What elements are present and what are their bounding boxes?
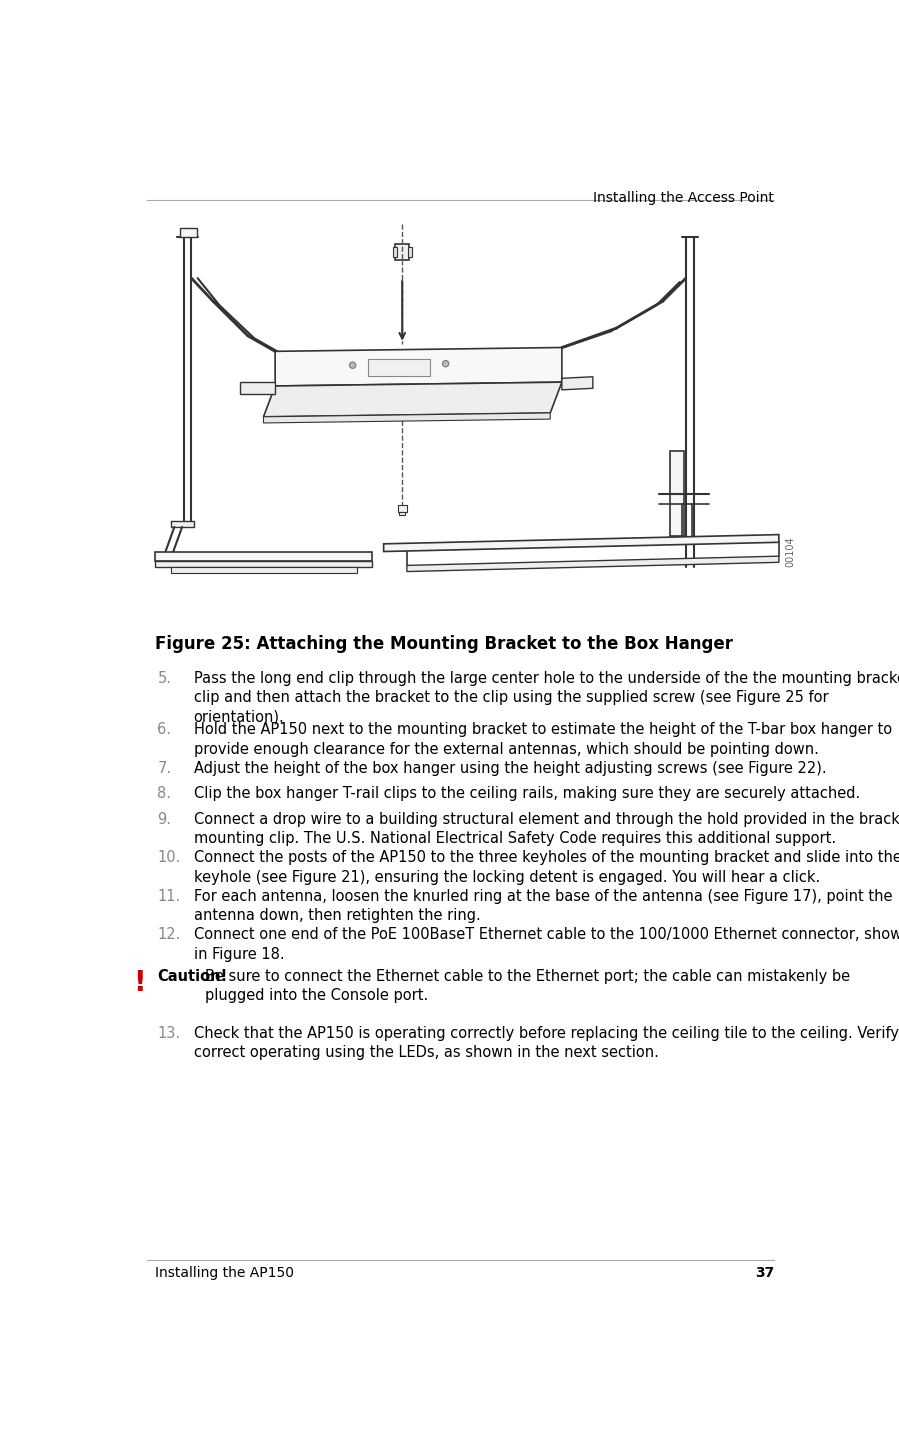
- Bar: [397, 505, 407, 511]
- Polygon shape: [384, 534, 779, 552]
- Text: Figure 25: Attaching the Mounting Bracket to the Box Hanger: Figure 25: Attaching the Mounting Bracke…: [155, 635, 733, 653]
- Text: 7.: 7.: [157, 761, 172, 775]
- Text: Be sure to connect the Ethernet cable to the Ethernet port; the cable can mistak: Be sure to connect the Ethernet cable to…: [205, 968, 850, 1003]
- Bar: [407, 247, 412, 257]
- Bar: [180, 228, 197, 237]
- Text: 8.: 8.: [157, 787, 172, 802]
- Bar: [396, 244, 409, 260]
- Polygon shape: [275, 347, 562, 386]
- Text: Pass the long end clip through the large center hole to the underside of the the: Pass the long end clip through the large…: [194, 671, 899, 725]
- Text: 00104: 00104: [786, 536, 796, 566]
- Bar: [399, 511, 405, 515]
- Circle shape: [419, 360, 425, 367]
- Text: 37: 37: [755, 1266, 774, 1281]
- Text: For each antenna, loosen the knurled ring at the base of the antenna (see Figure: For each antenna, loosen the knurled rin…: [194, 889, 892, 923]
- Circle shape: [396, 360, 402, 367]
- Text: Installing the AP150: Installing the AP150: [155, 1266, 294, 1281]
- Text: 12.: 12.: [157, 928, 181, 942]
- Polygon shape: [240, 382, 275, 393]
- Polygon shape: [562, 376, 592, 389]
- Polygon shape: [263, 412, 550, 423]
- Polygon shape: [263, 382, 562, 417]
- Text: Adjust the height of the box hanger using the height adjusting screws (see Figur: Adjust the height of the box hanger usin…: [194, 761, 826, 775]
- Bar: [155, 560, 372, 566]
- Text: Clip the box hanger T-rail clips to the ceiling rails, making sure they are secu: Clip the box hanger T-rail clips to the …: [194, 787, 860, 802]
- Text: 5.: 5.: [157, 671, 172, 685]
- Text: !: !: [133, 968, 146, 998]
- Bar: [171, 521, 194, 527]
- Circle shape: [442, 360, 449, 367]
- Polygon shape: [407, 556, 779, 572]
- Bar: [671, 452, 684, 536]
- Bar: [368, 359, 430, 376]
- Bar: [171, 566, 357, 574]
- Text: Installing the Access Point: Installing the Access Point: [593, 192, 774, 205]
- Circle shape: [350, 362, 356, 369]
- Text: 13.: 13.: [157, 1027, 181, 1041]
- Text: Check that the AP150 is operating correctly before replacing the ceiling tile to: Check that the AP150 is operating correc…: [194, 1027, 899, 1060]
- Text: 11.: 11.: [157, 889, 181, 903]
- Text: 6.: 6.: [157, 723, 172, 738]
- Text: Connect the posts of the AP150 to the three keyholes of the mounting bracket and: Connect the posts of the AP150 to the th…: [194, 851, 899, 884]
- Text: Caution!: Caution!: [157, 968, 227, 984]
- Text: 10.: 10.: [157, 851, 181, 865]
- Bar: [393, 247, 396, 257]
- Text: Hold the AP150 next to the mounting bracket to estimate the height of the T-bar : Hold the AP150 next to the mounting brac…: [194, 723, 892, 756]
- Circle shape: [373, 362, 379, 367]
- Text: 9.: 9.: [157, 812, 172, 826]
- Bar: [155, 552, 372, 560]
- Text: Connect a drop wire to a building structural element and through the hold provid: Connect a drop wire to a building struct…: [194, 812, 899, 847]
- Text: Connect one end of the PoE 100BaseT Ethernet cable to the 100/1000 Ethernet conn: Connect one end of the PoE 100BaseT Ethe…: [194, 928, 899, 961]
